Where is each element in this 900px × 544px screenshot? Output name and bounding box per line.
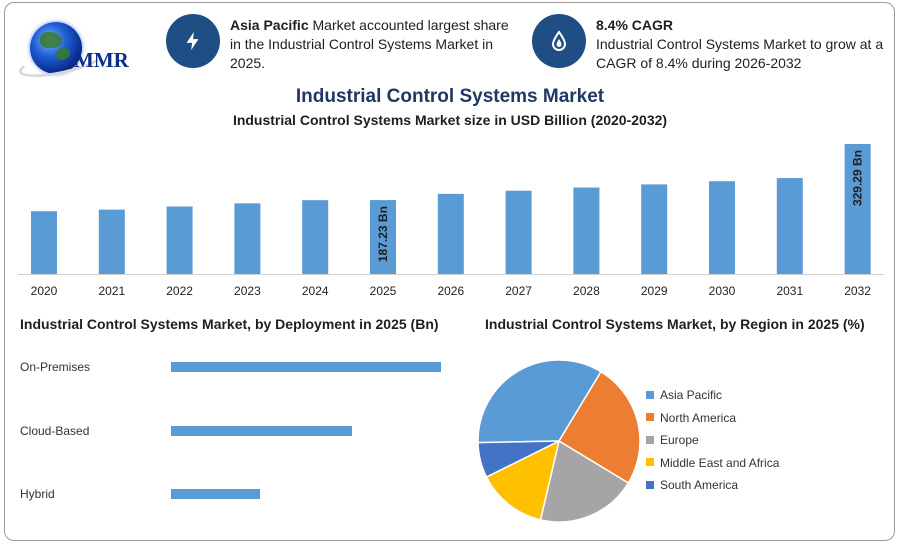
bar-2024 [302,200,329,274]
bar-2029 [641,184,668,274]
x-tick-label: 2024 [302,284,329,298]
x-tick-label: 2022 [166,284,193,298]
legend-label: North America [660,410,737,425]
x-tick-label: 2031 [776,284,803,298]
deployment-title: Industrial Control Systems Market, by De… [20,316,439,332]
deployment-bar [171,362,441,372]
globe-land [40,32,62,48]
pie-slice-north-america [557,370,641,485]
legend-swatch [646,435,654,444]
legend-swatch [646,458,654,467]
bar-2031 [776,178,803,274]
stat1-bold: Asia Pacific [230,17,309,33]
page-title: Industrial Control Systems Market [295,86,605,107]
chart-subtitle: Industrial Control Systems Market size i… [232,112,668,128]
pie-slice-south-america [477,440,560,479]
legend-item: North America [646,411,736,425]
legend-item: Asia Pacific [646,388,722,402]
region-pie-chart [477,360,641,523]
logo-text: MMR [74,48,129,72]
bar-2026 [437,193,464,274]
infographic-frame [4,2,895,541]
bar-data-label: 329.29 Bn [851,150,865,206]
bar-2027 [505,190,532,274]
bar-data-label: 187.23 Bn [376,206,390,262]
legend-label: Europe [660,433,699,447]
legend-swatch [646,480,654,489]
bar-2032 [844,144,871,274]
cagr-text: Industrial Control Systems Market to gro… [596,36,884,71]
stat1-rest: Market accounted largest share in the In… [230,17,509,71]
globe-icon [30,22,82,74]
legend-swatch [646,413,654,422]
x-tick-label: 2025 [370,284,397,298]
x-tick-label: 2021 [98,284,125,298]
bar-2021 [98,209,125,274]
pie-slice-europe [539,439,630,523]
market-size-bar-chart: 2020 2021 2022 2023 2024 2025 187.23 Bn 2026 202… [18,144,884,298]
x-tick-label: 2027 [505,284,532,298]
mmr-logo: MMR [16,14,140,83]
asia-pacific-stat: Asia Pacific Market accounted largest sh… [230,16,520,73]
deployment-label: Hybrid [20,487,55,501]
deployment-bar [171,426,352,436]
region-title: Industrial Control Systems Market, by Re… [485,316,865,332]
deployment-label: Cloud-Based [20,424,90,438]
cagr-stat: 8.4% CAGR Industrial Control Systems Mar… [596,16,888,73]
legend-swatch [646,390,654,399]
cagr-title: 8.4% CAGR [596,17,674,33]
pie-slice-middle-east-and-africa [485,439,561,521]
x-tick-label: 2020 [31,284,58,298]
x-tick-label: 2026 [437,284,464,298]
legend-item: Europe [646,433,699,447]
legend-label: Asia Pacific [660,388,723,402]
x-tick-label: 2032 [844,284,871,298]
legend-item: South America [646,478,738,492]
x-tick-label: 2030 [709,284,736,298]
growth-drop-icon [532,14,586,68]
x-tick-label: 2028 [573,284,600,298]
globe-land-2 [56,48,70,60]
bar-2020 [31,211,57,274]
x-tick-label: 2029 [641,284,668,298]
legend-label: South America [660,478,739,492]
x-tick-label: 2023 [234,284,261,298]
bar-2028 [573,187,600,274]
deployment-bar [171,489,261,499]
deployment-label: On-Premises [20,360,91,374]
legend-label: Middle East and Africa [660,455,780,470]
bar-2025 [370,200,396,274]
bar-2023 [234,203,261,274]
lightning-bolt-icon [166,14,220,68]
bar-2030 [709,181,735,274]
bar-2022 [166,206,193,274]
legend-item: Middle East and Africa [646,456,779,470]
